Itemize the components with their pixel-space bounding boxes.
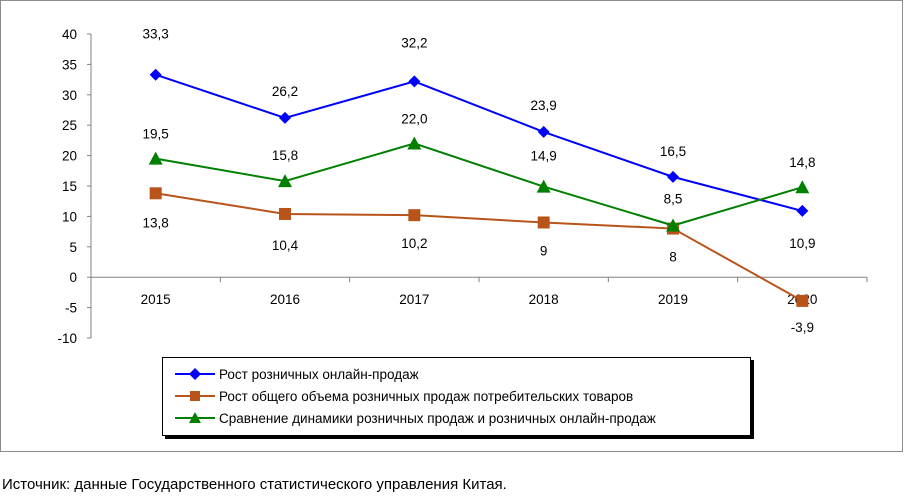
data-point-square [279, 207, 291, 220]
data-point-square [149, 187, 162, 200]
data-label: 32,2 [401, 35, 427, 50]
legend-label-comparison: Сравнение динамики розничных продаж и ро… [219, 411, 656, 426]
data-label: 10,9 [789, 236, 815, 251]
y-tick-label: 40 [62, 27, 77, 42]
chart-frame: 40 35 30 25 20 15 10 5 0 -5 -10 2015 2016 2017 2018 201… [0, 0, 903, 452]
data-label: -3,9 [791, 320, 814, 335]
y-tick-label: 35 [62, 57, 77, 72]
series-line [155, 142, 803, 227]
data-label: 33,3 [143, 27, 169, 42]
data-label: 22,0 [401, 111, 427, 126]
chart-legend: Рост розничных онлайн-продаж Рост общего… [162, 357, 751, 436]
data-point-diamond [667, 170, 679, 183]
data-point-diamond [279, 111, 291, 124]
data-point-diamond [408, 75, 421, 88]
data-label: 15,8 [272, 148, 298, 163]
data-label: 19,5 [143, 127, 169, 142]
data-point-triangle [666, 218, 680, 232]
x-tick-label: 2015 [141, 292, 171, 307]
data-label: 8 [669, 250, 677, 265]
data-point-square [537, 216, 550, 229]
data-point-diamond [149, 68, 162, 81]
legend-label-retail: Рост общего объема розничных продаж потр… [219, 389, 634, 404]
series-line [155, 192, 803, 302]
y-tick-label: 30 [62, 88, 77, 103]
data-label: 14,9 [531, 149, 557, 164]
series-line [155, 73, 803, 212]
data-label: 10,2 [401, 236, 427, 251]
data-label: 14,8 [789, 155, 815, 170]
y-tick-label: 15 [62, 179, 77, 194]
legend-entry-retail: Рост общего объема розничных продаж потр… [163, 386, 750, 408]
data-label: 23,9 [531, 98, 557, 113]
x-tick-label: 2017 [399, 292, 429, 307]
x-tick-label: 2016 [270, 292, 300, 307]
data-point-triangle [795, 180, 810, 194]
data-point-triangle [148, 151, 163, 165]
data-label: 10,4 [272, 238, 299, 253]
legend-key-square-icon [175, 391, 215, 401]
data-label: 8,5 [664, 192, 683, 207]
legend-label-online: Рост розничных онлайн-продаж [219, 367, 419, 382]
data-point-triangle [407, 136, 422, 150]
data-point-triangle [278, 174, 292, 188]
y-tick-label: 0 [69, 270, 77, 285]
y-tick-label: 20 [62, 149, 77, 164]
y-tick-label: -10 [57, 331, 77, 346]
x-tick-label: 2018 [529, 292, 559, 307]
data-point-diamond [796, 204, 809, 217]
data-point-diamond [537, 125, 550, 138]
data-label: 26,2 [272, 84, 298, 99]
y-tick-label: 25 [62, 118, 77, 133]
data-point-square [796, 294, 809, 307]
data-label: 9 [540, 243, 548, 258]
data-label: 16,5 [660, 144, 686, 159]
y-tick-label: 5 [69, 240, 77, 255]
data-point-square [408, 209, 421, 222]
legend-entry-online: Рост розничных онлайн-продаж [163, 364, 750, 386]
legend-entry-comparison: Сравнение динамики розничных продаж и ро… [163, 408, 750, 430]
y-tick-label: -5 [65, 301, 77, 316]
x-tick-label: 2019 [658, 292, 688, 307]
legend-key-triangle-icon [175, 412, 215, 423]
legend-key-diamond-icon [175, 368, 215, 380]
data-label: 13,8 [143, 215, 169, 230]
data-point-triangle [536, 179, 551, 193]
source-note: Источник: данные Государственного статис… [2, 476, 507, 493]
y-tick-label: 10 [62, 209, 77, 224]
